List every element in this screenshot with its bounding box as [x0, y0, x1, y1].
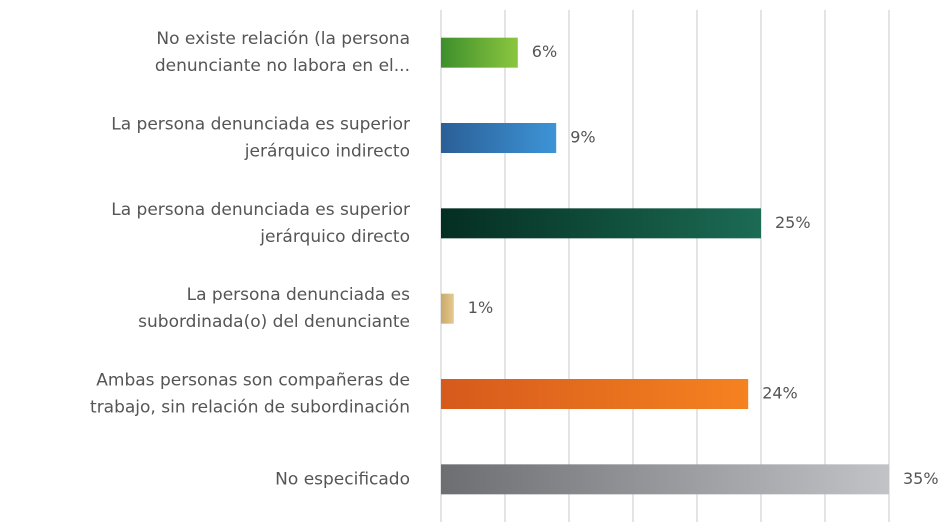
y-tick-label: La persona denunciada es superior: [111, 200, 410, 220]
y-tick-label: La persona denunciada es: [187, 285, 411, 305]
data-label: 24%: [762, 384, 798, 403]
y-tick-label: No especificado: [275, 469, 410, 489]
y-tick-label: denunciante no labora en el...: [155, 56, 410, 76]
y-tick-label: jerárquico indirecto: [244, 142, 410, 162]
bar: [441, 464, 889, 495]
bar: [441, 208, 761, 239]
data-label: 1%: [468, 298, 493, 317]
y-tick-label: La persona denunciada es superior: [111, 115, 410, 135]
y-tick-label: trabajo, sin relación de subordinación: [90, 398, 410, 418]
data-label: 9%: [570, 128, 595, 147]
y-tick-label: Ambas personas son compañeras de: [96, 371, 410, 391]
y-tick-label: jerárquico directo: [259, 227, 410, 247]
bar: [441, 293, 454, 324]
bar: [441, 37, 518, 68]
bar: [441, 379, 749, 409]
data-label: 25%: [775, 213, 811, 232]
bar: [441, 123, 557, 153]
y-tick-label: No existe relación (la persona: [156, 29, 410, 49]
data-label: 6%: [532, 42, 557, 61]
data-label: 35%: [903, 469, 939, 488]
y-tick-label: subordinada(o) del denunciante: [138, 312, 410, 332]
